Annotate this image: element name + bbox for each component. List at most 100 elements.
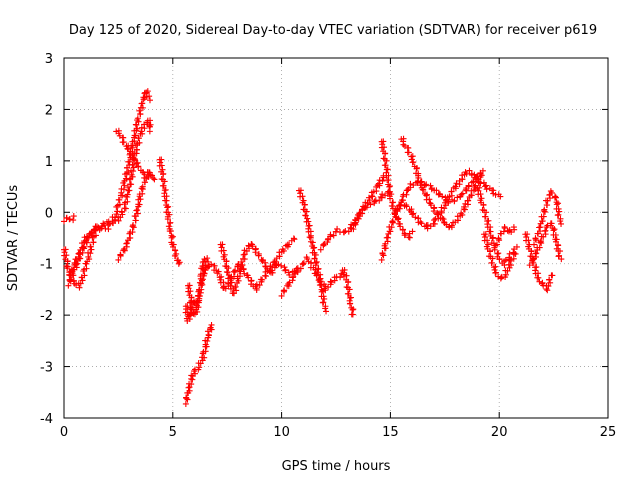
data-point bbox=[95, 224, 102, 231]
y-axis-label: SDTVAR / TECUs bbox=[6, 185, 21, 292]
data-point bbox=[141, 121, 148, 128]
axis-ticks bbox=[63, 57, 609, 419]
data-point bbox=[347, 300, 354, 307]
data-point bbox=[347, 224, 354, 231]
data-point bbox=[483, 209, 490, 216]
data-point bbox=[536, 244, 543, 251]
data-point bbox=[502, 256, 509, 263]
data-point bbox=[497, 193, 504, 200]
data-point bbox=[495, 250, 502, 257]
data-point bbox=[380, 138, 387, 145]
data-point bbox=[64, 258, 71, 265]
data-point bbox=[466, 167, 473, 174]
data-point bbox=[286, 241, 293, 248]
x-tick-label: 15 bbox=[382, 425, 399, 440]
data-point bbox=[491, 266, 498, 273]
data-point bbox=[438, 204, 445, 211]
data-point bbox=[225, 272, 232, 279]
data-point bbox=[478, 172, 485, 179]
data-point bbox=[540, 213, 547, 220]
series-track-aa bbox=[526, 220, 565, 269]
data-point bbox=[281, 287, 288, 294]
data-point bbox=[552, 238, 559, 245]
data-point bbox=[290, 235, 297, 242]
data-point bbox=[249, 243, 256, 250]
data-point bbox=[88, 246, 95, 253]
data-point bbox=[448, 188, 455, 195]
data-point bbox=[347, 294, 354, 301]
data-point bbox=[541, 206, 548, 213]
series-track-x bbox=[494, 223, 518, 248]
data-point bbox=[150, 175, 157, 182]
data-point bbox=[91, 226, 98, 233]
data-point bbox=[158, 162, 165, 169]
data-point bbox=[379, 178, 386, 185]
data-point bbox=[316, 282, 323, 289]
data-point bbox=[391, 210, 398, 217]
data-point bbox=[218, 273, 225, 280]
data-point bbox=[477, 191, 484, 198]
data-point bbox=[431, 220, 438, 227]
chart-title: Day 125 of 2020, Sidereal Day-to-day VTE… bbox=[69, 23, 597, 38]
y-tick-label: 3 bbox=[45, 52, 53, 67]
data-point bbox=[390, 199, 397, 206]
data-point bbox=[269, 263, 276, 270]
data-point bbox=[207, 324, 214, 331]
data-point bbox=[123, 170, 130, 177]
data-point bbox=[253, 281, 260, 288]
data-point bbox=[403, 203, 410, 210]
data-point bbox=[199, 276, 206, 283]
data-point bbox=[323, 308, 330, 315]
data-point bbox=[496, 255, 503, 262]
data-point bbox=[136, 139, 143, 146]
data-point bbox=[344, 279, 351, 286]
series-track-k bbox=[202, 259, 301, 293]
data-point bbox=[481, 213, 488, 220]
data-point bbox=[423, 181, 430, 188]
data-point bbox=[534, 274, 541, 281]
data-point bbox=[342, 228, 349, 235]
data-point bbox=[476, 184, 483, 191]
data-point bbox=[134, 115, 141, 122]
data-point bbox=[279, 246, 286, 253]
data-point bbox=[551, 194, 558, 201]
data-point bbox=[188, 381, 195, 388]
y-tick-label: 1 bbox=[45, 155, 53, 170]
data-point bbox=[255, 252, 262, 259]
data-point bbox=[86, 230, 93, 237]
data-point bbox=[187, 304, 194, 311]
data-point bbox=[146, 97, 153, 104]
data-point bbox=[356, 210, 363, 217]
series-track-b bbox=[61, 213, 77, 225]
data-point bbox=[202, 267, 209, 274]
data-point bbox=[115, 256, 122, 263]
data-point bbox=[502, 271, 509, 278]
data-point bbox=[130, 168, 137, 175]
data-point bbox=[90, 239, 97, 246]
data-point bbox=[431, 217, 438, 224]
data-point bbox=[128, 181, 135, 188]
data-point bbox=[409, 153, 416, 160]
y-tick-labels: 3 2 1 0 -1 -2 -3 -4 bbox=[40, 52, 53, 427]
data-point bbox=[208, 321, 215, 328]
data-point bbox=[188, 311, 195, 318]
data-point bbox=[547, 279, 554, 286]
data-point bbox=[146, 123, 153, 130]
data-point bbox=[311, 244, 318, 251]
data-point bbox=[140, 94, 147, 101]
data-point bbox=[167, 219, 174, 226]
data-point bbox=[548, 189, 555, 196]
data-point bbox=[65, 282, 72, 289]
data-point bbox=[525, 237, 532, 244]
data-point bbox=[501, 223, 508, 230]
data-point bbox=[397, 202, 404, 209]
data-point bbox=[92, 223, 99, 230]
data-point bbox=[405, 234, 412, 241]
data-point bbox=[307, 238, 314, 245]
data-point bbox=[146, 93, 153, 100]
data-point bbox=[66, 216, 73, 223]
data-point bbox=[119, 192, 126, 199]
data-point bbox=[424, 191, 431, 198]
data-point bbox=[497, 230, 504, 237]
data-point bbox=[232, 284, 239, 291]
